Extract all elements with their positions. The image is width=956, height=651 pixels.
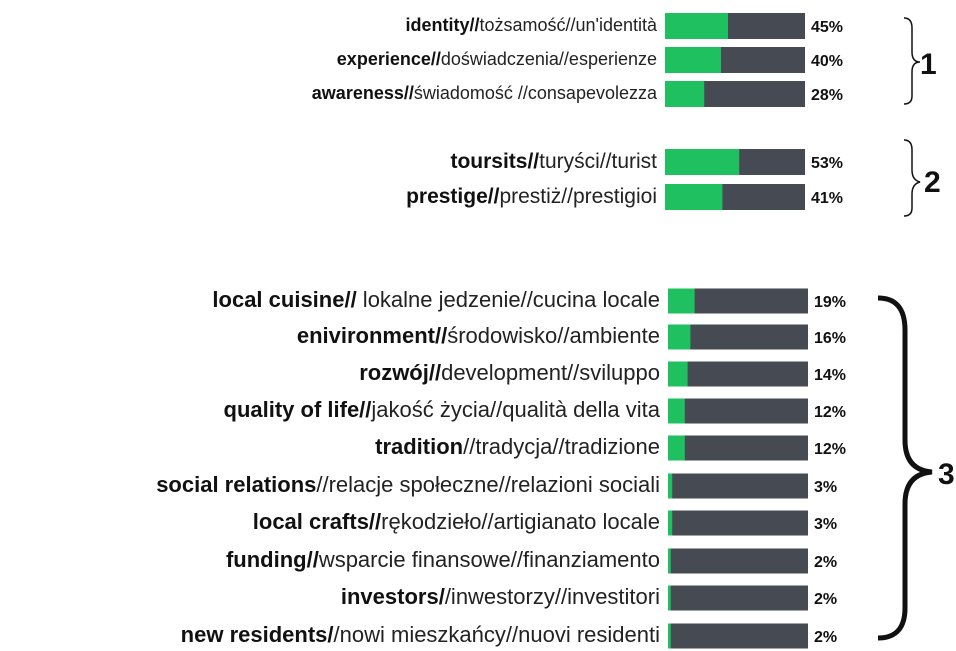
bar — [668, 623, 671, 649]
value-label: 2% — [814, 629, 837, 646]
label-text: środowisko//ambiente — [447, 323, 660, 348]
bar-track — [668, 361, 808, 387]
bar — [665, 47, 721, 73]
category-label: funding//wsparcie finansowe//finanziamen… — [226, 547, 660, 572]
bar-track — [668, 473, 808, 499]
bar-track — [668, 585, 808, 611]
label-text: development//sviluppo — [441, 360, 660, 385]
label-text: prestiż//prestigioi — [499, 185, 657, 208]
label-bold: new residents/ — [181, 622, 334, 647]
label-bold: social relations — [156, 472, 316, 497]
value-label: 14% — [814, 367, 846, 384]
bar-track — [668, 510, 808, 536]
bar-track — [668, 548, 808, 574]
label-text: lokalne jedzenie//cucina locale — [357, 287, 660, 312]
label-text: doświadczenia//esperienze — [441, 49, 657, 69]
value-label: 53% — [811, 155, 843, 172]
label-text: turyści//turist — [539, 150, 657, 173]
label-bold: toursits// — [450, 150, 539, 173]
bar — [668, 548, 671, 574]
value-label: 28% — [811, 87, 843, 104]
bar-track — [668, 324, 808, 350]
label-bold: identity// — [405, 15, 479, 35]
label-bold: quality of life// — [224, 397, 372, 422]
value-label: 12% — [814, 404, 846, 421]
category-label: rozwój//development//sviluppo — [359, 360, 660, 385]
bar-track — [668, 435, 808, 461]
bar — [668, 435, 685, 461]
label-bold: tradition — [375, 434, 463, 459]
category-label: enivironment//środowisko//ambiente — [297, 323, 660, 348]
category-label: local cuisine// lokalne jedzenie//cucina… — [212, 287, 660, 312]
label-text: //tradycja//tradizione — [463, 434, 660, 459]
category-label: tradition//tradycja//tradizione — [375, 434, 660, 459]
category-label: toursits//turyści//turist — [450, 150, 657, 173]
value-label: 45% — [811, 19, 843, 36]
value-label: 16% — [814, 330, 846, 347]
group-label: 2 — [924, 166, 941, 199]
value-label: 40% — [811, 53, 843, 70]
bar — [668, 510, 673, 536]
label-text: wsparcie finansowe//finanziamento — [318, 547, 660, 572]
category-label: identity//tożsamość//un'identità — [405, 15, 658, 35]
label-bold: rozwój// — [359, 360, 441, 385]
category-label: experience//doświadczenia//esperienze — [337, 49, 657, 69]
value-label: 41% — [811, 190, 843, 207]
label-bold: investors/ — [341, 584, 445, 609]
bar — [668, 398, 685, 424]
bar-track — [668, 398, 808, 424]
value-label: 2% — [814, 591, 837, 608]
category-label: social relations//relacje społeczne//rel… — [156, 472, 660, 497]
group-label: 3 — [938, 458, 955, 491]
label-text: //relacje społeczne//relazioni sociali — [316, 472, 660, 497]
value-label: 2% — [814, 554, 837, 571]
label-bold: funding// — [226, 547, 319, 572]
category-label: investors//inwestorzy//investitori — [341, 584, 660, 609]
label-bold: enivironment// — [297, 323, 447, 348]
category-label: prestige//prestiż//prestigioi — [406, 185, 657, 208]
label-bold: experience// — [337, 49, 441, 69]
category-label: local crafts//rękodzieło//artigianato lo… — [253, 509, 660, 534]
bar — [665, 13, 728, 39]
value-label: 3% — [814, 479, 837, 496]
label-bold: local crafts// — [253, 509, 381, 534]
label-text: jakość życia//qualità della vita — [370, 397, 660, 422]
label-text: świadomość //consapevolezza — [414, 83, 658, 103]
brace — [877, 295, 933, 641]
bar — [668, 324, 691, 350]
bar — [668, 473, 673, 499]
brace — [903, 17, 921, 105]
group-label: 1 — [920, 48, 937, 81]
category-label: awareness//świadomość //consapevolezza — [312, 83, 658, 103]
bar — [668, 585, 671, 611]
bar — [665, 149, 740, 175]
brace — [903, 139, 921, 217]
value-label: 3% — [814, 516, 837, 533]
label-text: rękodzieło//artigianato locale — [381, 509, 660, 534]
label-text: /nowi mieszkańcy//nuovi residenti — [334, 622, 660, 647]
label-bold: local cuisine// — [212, 287, 356, 312]
label-bold: awareness// — [312, 83, 414, 103]
label-text: /inwestorzy//investitori — [445, 584, 660, 609]
label-text: tożsamość//un'identità — [479, 15, 658, 35]
value-label: 12% — [814, 441, 846, 458]
category-label: quality of life//jakość życia//qualità d… — [224, 397, 661, 422]
bar — [665, 81, 705, 107]
bar — [668, 361, 688, 387]
value-label: 19% — [814, 294, 846, 311]
bar — [668, 288, 695, 314]
category-label: new residents//nowi mieszkańcy//nuovi re… — [181, 622, 660, 647]
label-bold: prestige// — [406, 185, 500, 208]
bar — [665, 184, 723, 210]
bar-track — [668, 623, 808, 649]
